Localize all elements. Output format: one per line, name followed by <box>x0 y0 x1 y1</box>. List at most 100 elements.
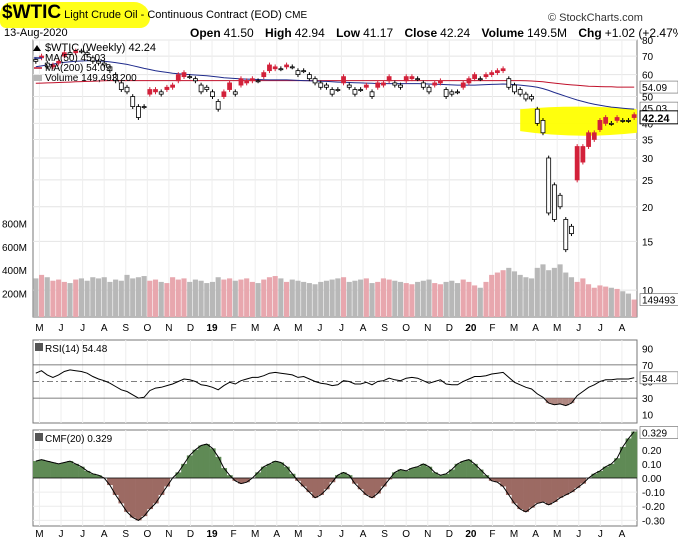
cmf-area-segment <box>67 461 74 478</box>
candle-body <box>466 78 472 84</box>
price-tick-label: 40 <box>642 119 654 130</box>
candle-body <box>432 82 438 86</box>
volume-bar <box>551 267 557 317</box>
volume-bar <box>130 278 136 317</box>
volume-bar <box>101 277 107 317</box>
cmf-area-segment <box>72 463 79 478</box>
cmf-area-segment <box>61 462 68 478</box>
volume-bar <box>346 281 352 317</box>
volume-bar <box>249 281 255 317</box>
cmf-area-segment <box>312 478 319 498</box>
volume-bar <box>255 283 261 317</box>
volume-bar <box>437 284 443 317</box>
cmf-area-segment <box>209 448 216 478</box>
chart-title: $WTIC Light Crude Oil - Continuous Contr… <box>0 2 307 28</box>
x-tick-label: J <box>339 323 344 334</box>
candle-body <box>563 219 569 251</box>
cmf-area-segment <box>391 472 398 478</box>
candle-body <box>620 120 626 122</box>
price-tick-label: 35 <box>642 135 654 146</box>
cmf-area-segment <box>78 466 85 478</box>
close-last-label-box <box>639 110 678 125</box>
volume-bar <box>380 278 386 317</box>
rsi-legend-swatch <box>35 343 43 351</box>
candle-body <box>335 89 341 91</box>
candle-body <box>438 80 443 84</box>
cmf-area-segment <box>466 459 473 478</box>
candle-body <box>341 76 346 84</box>
price-tick-label: 80 <box>642 36 654 47</box>
cmf-area-segment <box>557 478 564 498</box>
x-tick-label-bottom: 19 <box>206 529 218 540</box>
x-tick-label-bottom: O <box>402 529 410 540</box>
rsi-line <box>35 369 635 407</box>
cmf-area-segment <box>226 475 233 478</box>
symbol-highlight <box>0 2 150 28</box>
cmf-area-segment <box>135 478 142 521</box>
cmf-area-segment <box>317 478 324 495</box>
candle-body <box>96 60 101 64</box>
cmf-area-segment <box>84 470 91 478</box>
volume-bar <box>278 278 284 317</box>
volume-bar <box>580 278 586 317</box>
cmf-area-segment <box>420 463 427 478</box>
x-tick-label: S <box>122 323 129 334</box>
cmf-area-segment <box>95 475 102 478</box>
volume-bar <box>113 279 119 317</box>
price-tick-label: 70 <box>642 52 654 63</box>
candle-body <box>158 91 164 95</box>
cmf-area-segment <box>414 466 421 478</box>
candle-body <box>301 70 307 73</box>
candle-body <box>50 64 56 68</box>
volume-bar <box>563 272 569 317</box>
cmf-area-segment <box>352 478 359 484</box>
x-tick-label-bottom: A <box>360 529 367 540</box>
volume-bar <box>523 277 529 317</box>
volume-bar <box>369 283 375 317</box>
cmf-area-segment <box>534 478 541 504</box>
candle-body <box>90 57 96 62</box>
cmf-area-segment <box>152 478 159 504</box>
volume-bar <box>67 283 73 317</box>
volume-bar <box>232 280 238 317</box>
candle-body <box>591 132 597 140</box>
x-tick-label: J <box>59 323 64 334</box>
candle-body <box>61 52 67 57</box>
x-tick-label-bottom: J <box>576 529 581 540</box>
close-label: Close <box>404 26 438 40</box>
cmf-area-segment <box>488 478 495 481</box>
candle-body <box>73 50 79 54</box>
candle-body <box>483 74 489 78</box>
cmf-area-segment <box>369 478 376 498</box>
volume-bar <box>517 274 523 317</box>
x-tick-label-bottom: J <box>598 529 603 540</box>
x-tick-label-bottom: S <box>381 529 388 540</box>
volume-tick-label: 600M <box>2 243 27 254</box>
instrument-name: Light Crude Oil - Continuous Contract (E… <box>64 9 282 21</box>
volume-label: Volume <box>481 26 524 40</box>
volume-bar <box>335 278 341 317</box>
volume-bar <box>90 277 96 317</box>
volume-bar <box>147 280 153 317</box>
rsi-oversold-fill <box>562 398 569 406</box>
candle-body <box>147 89 153 95</box>
volume-bar <box>534 267 540 317</box>
candle-body <box>278 68 284 71</box>
candle-body <box>249 78 255 82</box>
volume-bar <box>449 280 455 317</box>
volume-bar <box>284 281 290 317</box>
cmf-area-segment <box>409 468 416 478</box>
volume-bar <box>540 264 546 317</box>
cmf-area-segment <box>329 478 336 483</box>
chg-value: +1.02 (+2.47%) <box>604 26 678 40</box>
cmf-tick-label: -0.10 <box>642 488 665 499</box>
volume-bar <box>175 279 181 317</box>
volume-bar <box>432 283 438 317</box>
volume-tick-label: 200M <box>2 290 27 301</box>
volume-bar <box>546 270 552 317</box>
x-tick-label-bottom: M <box>35 529 43 540</box>
x-tick-label-bottom: D <box>187 529 194 540</box>
cmf-tick-label: 0.10 <box>642 460 662 471</box>
x-tick-label-bottom: J <box>339 529 344 540</box>
ma50-legend-label: MA(50) 45.03 <box>45 53 106 64</box>
